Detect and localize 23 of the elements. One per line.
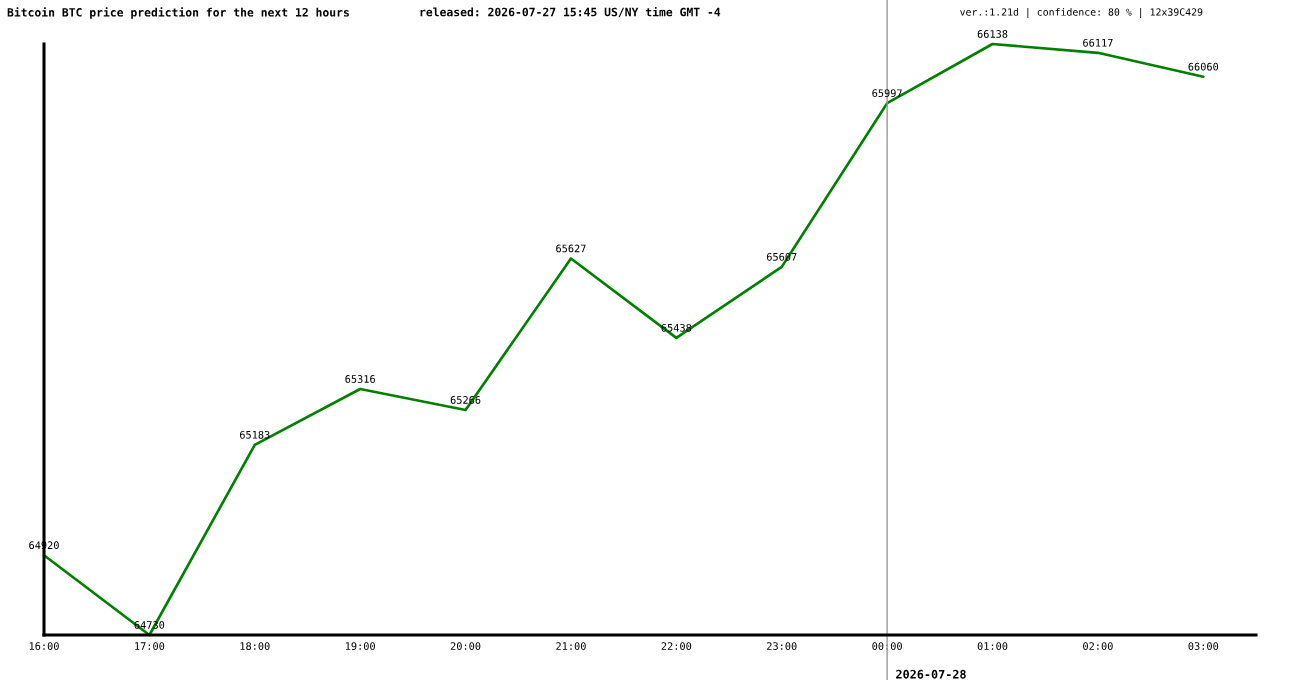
x-tick-label: 21:00 xyxy=(556,642,586,650)
x-tick-label: 17:00 xyxy=(135,642,165,650)
ref-line-label: 2026-07-28 xyxy=(896,669,966,679)
data-label: 65183 xyxy=(239,430,270,439)
x-tick-label: 01:00 xyxy=(977,642,1008,650)
data-label: 65627 xyxy=(556,244,586,253)
x-tick-label: 02:00 xyxy=(1083,642,1113,650)
x-tick-label: 20:00 xyxy=(450,642,481,650)
data-label: 66138 xyxy=(977,30,1008,38)
x-tick-label: 03:00 xyxy=(1188,642,1219,650)
x-tick-label: 16:00 xyxy=(29,642,59,650)
x-tick-label: 23:00 xyxy=(767,642,797,650)
data-label: 65997 xyxy=(872,89,902,98)
x-tick-label: 18:00 xyxy=(240,642,270,650)
chart-title: Bitcoin BTC price prediction for the next 12 hours xyxy=(7,7,349,19)
x-tick-label: 19:00 xyxy=(345,642,375,650)
data-label: 66060 xyxy=(1188,62,1219,71)
data-label: 66117 xyxy=(1083,38,1113,47)
x-tick-label: 00:00 xyxy=(872,642,902,650)
text: ver.:1.21d | confidence: 80 % | 12x39C429 xyxy=(960,8,1203,18)
x-tick-label: 22:00 xyxy=(661,642,692,650)
data-label: 65316 xyxy=(345,375,375,383)
chart-subtitle: released: 2026-07-27 15:45 US/NY time GMT -4 xyxy=(420,6,721,18)
